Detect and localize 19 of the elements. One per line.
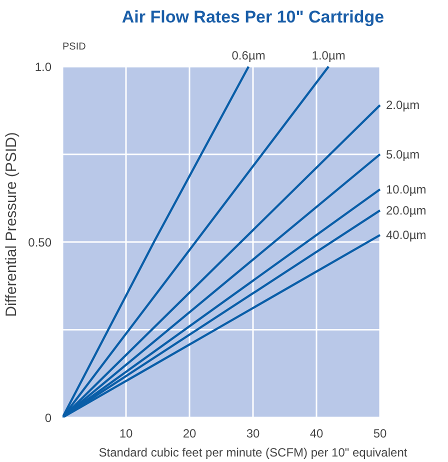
y-tick-label: 1.0 [34, 60, 52, 74]
series-label: 5.0µm [386, 147, 420, 162]
y-tick-label: 0 [44, 411, 52, 425]
series-label: 40.0µm [386, 228, 426, 242]
chart-title: Air Flow Rates Per 10" Cartridge [122, 8, 384, 26]
text: PSID [62, 42, 86, 53]
x-tick-label: 20 [182, 426, 196, 440]
x-tick-label: 10 [119, 426, 133, 440]
x-axis-title: Standard cubic feet per minute (SCFM) per 10" equivalent [98, 446, 408, 460]
y-axis-title: Differential Pressure (PSID) [3, 132, 20, 317]
series-label: 20.0µm [386, 203, 426, 218]
series-label: 0.6µm [232, 48, 266, 63]
x-tick-label: 40 [310, 426, 324, 440]
series-label: 2.0µm [386, 98, 420, 112]
series-label: 10.0µm [386, 182, 426, 196]
x-tick-label: 50 [373, 426, 387, 440]
x-tick-label: 30 [246, 426, 260, 440]
series-label: 1.0µm [312, 48, 346, 63]
y-tick-label: 0.50 [28, 236, 52, 250]
